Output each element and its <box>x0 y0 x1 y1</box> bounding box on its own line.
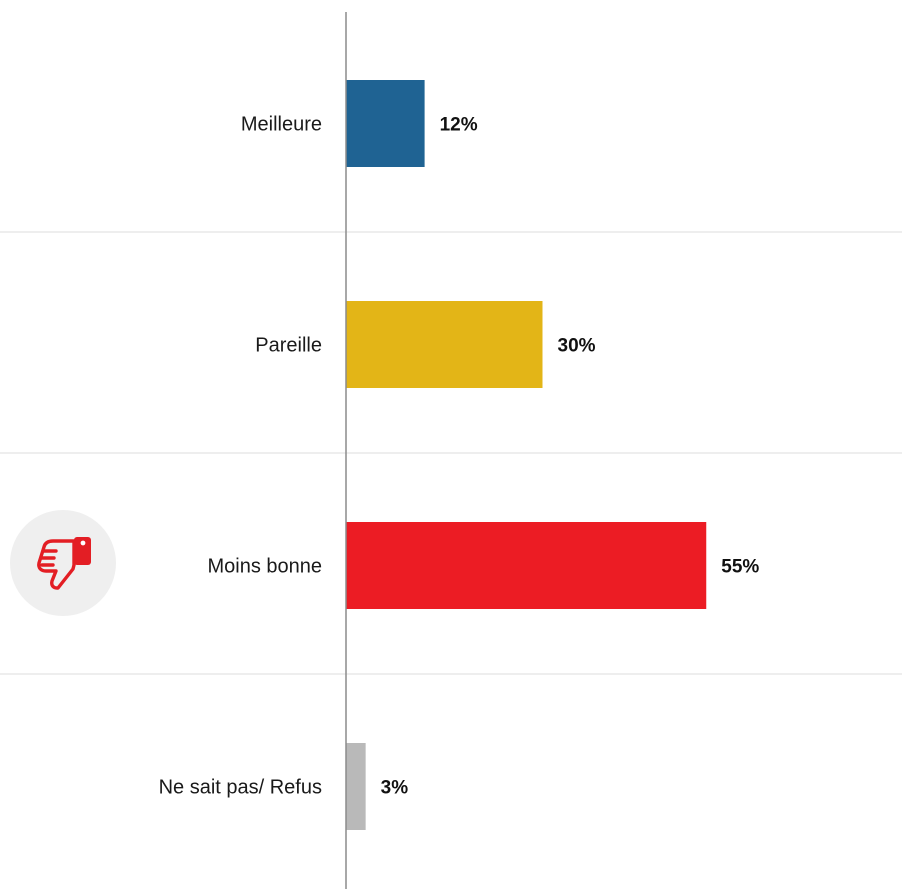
bar-0 <box>346 80 425 167</box>
value-label: 3% <box>381 778 409 799</box>
thumbs-down-icon <box>37 537 91 590</box>
thumbs-down-badge <box>10 510 116 616</box>
value-label: 12% <box>440 115 478 136</box>
category-labels: Meilleure Pareille Moins bonne Ne sait pas/… <box>159 114 322 799</box>
value-label: 30% <box>558 336 596 357</box>
category-label: Meilleure <box>241 114 322 136</box>
category-label: Moins bonne <box>207 556 322 578</box>
badge-circle <box>10 510 116 616</box>
row-separators <box>0 231 902 675</box>
thumb-cuff <box>74 537 91 565</box>
bars <box>346 80 707 830</box>
thumb-finger-lines <box>39 549 58 567</box>
bar-1 <box>346 301 543 388</box>
category-label: Ne sait pas/ Refus <box>159 777 322 799</box>
value-labels: 12% 30% 55% 3% <box>381 115 760 799</box>
thumb-cuff-dot <box>80 540 86 546</box>
bar-2 <box>346 522 707 609</box>
value-label: 55% <box>721 557 759 578</box>
thumb-hand-outline <box>37 539 76 590</box>
bar-3 <box>346 743 366 830</box>
category-label: Pareille <box>255 335 322 357</box>
